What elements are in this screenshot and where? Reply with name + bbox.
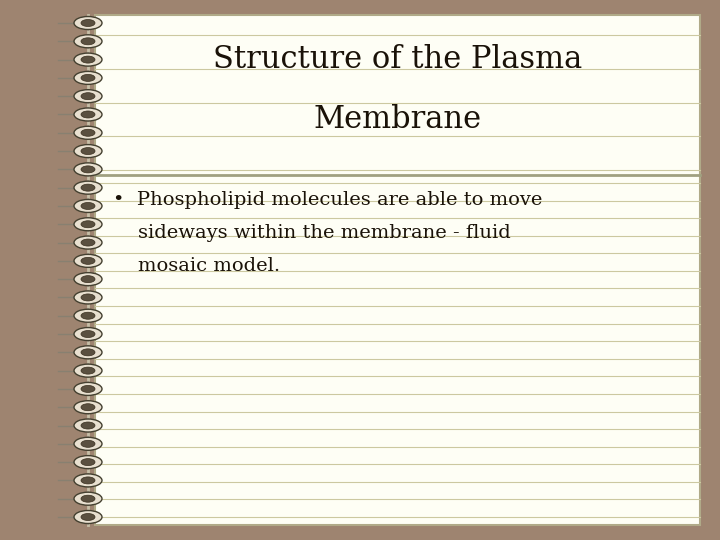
Ellipse shape — [74, 510, 102, 523]
Ellipse shape — [81, 184, 95, 191]
Ellipse shape — [81, 147, 95, 154]
Ellipse shape — [74, 273, 102, 286]
Ellipse shape — [74, 437, 102, 450]
Ellipse shape — [74, 17, 102, 30]
Ellipse shape — [74, 254, 102, 267]
Ellipse shape — [81, 75, 95, 82]
Ellipse shape — [74, 401, 102, 414]
Ellipse shape — [81, 514, 95, 521]
Ellipse shape — [74, 108, 102, 121]
Ellipse shape — [74, 218, 102, 231]
Text: Structure of the Plasma: Structure of the Plasma — [213, 44, 582, 76]
Ellipse shape — [74, 181, 102, 194]
Ellipse shape — [74, 419, 102, 432]
Ellipse shape — [74, 364, 102, 377]
Ellipse shape — [74, 126, 102, 139]
Ellipse shape — [74, 163, 102, 176]
Ellipse shape — [74, 53, 102, 66]
Ellipse shape — [74, 90, 102, 103]
Ellipse shape — [81, 294, 95, 301]
Text: mosaic model.: mosaic model. — [113, 257, 280, 275]
Ellipse shape — [81, 221, 95, 228]
Text: •  Phospholipid molecules are able to move: • Phospholipid molecules are able to mov… — [113, 191, 542, 209]
Ellipse shape — [81, 239, 95, 246]
Ellipse shape — [81, 312, 95, 319]
Ellipse shape — [81, 495, 95, 502]
Text: sideways within the membrane - fluid: sideways within the membrane - fluid — [113, 224, 510, 242]
Ellipse shape — [81, 258, 95, 265]
Ellipse shape — [81, 386, 95, 393]
Ellipse shape — [81, 330, 95, 338]
Ellipse shape — [74, 199, 102, 212]
Ellipse shape — [81, 349, 95, 356]
Ellipse shape — [74, 456, 102, 469]
Ellipse shape — [81, 275, 95, 282]
Ellipse shape — [81, 19, 95, 26]
Ellipse shape — [81, 56, 95, 63]
Ellipse shape — [81, 111, 95, 118]
Ellipse shape — [81, 93, 95, 100]
Ellipse shape — [81, 38, 95, 45]
Ellipse shape — [81, 477, 95, 484]
Ellipse shape — [81, 458, 95, 465]
Ellipse shape — [74, 474, 102, 487]
Ellipse shape — [81, 367, 95, 374]
Ellipse shape — [74, 291, 102, 304]
Ellipse shape — [81, 202, 95, 210]
Ellipse shape — [74, 328, 102, 341]
Ellipse shape — [74, 492, 102, 505]
FancyBboxPatch shape — [95, 15, 700, 525]
Ellipse shape — [74, 71, 102, 84]
Ellipse shape — [81, 404, 95, 411]
Ellipse shape — [74, 145, 102, 158]
Ellipse shape — [74, 346, 102, 359]
Ellipse shape — [74, 309, 102, 322]
Ellipse shape — [81, 129, 95, 136]
Ellipse shape — [74, 382, 102, 395]
Text: Membrane: Membrane — [313, 105, 482, 136]
Ellipse shape — [74, 35, 102, 48]
Ellipse shape — [81, 440, 95, 447]
Ellipse shape — [74, 236, 102, 249]
Ellipse shape — [81, 166, 95, 173]
Ellipse shape — [81, 422, 95, 429]
